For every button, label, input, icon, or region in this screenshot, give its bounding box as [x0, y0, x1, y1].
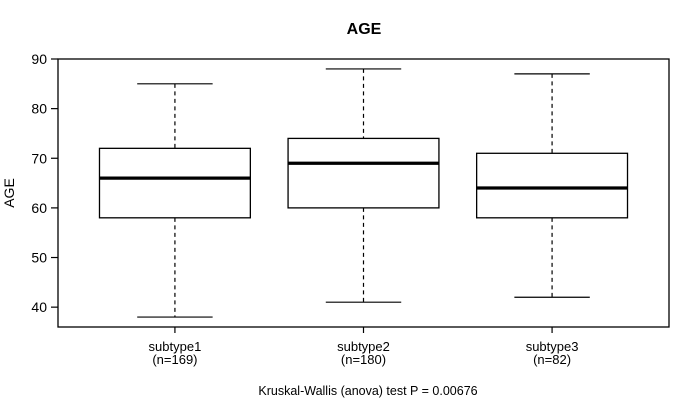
iqr-box: [287, 137, 440, 209]
chart-marks: 40 50 60 70 80 90 subtype1(n=169) subtype2(n=18…: [31, 51, 629, 367]
chart-title: AGE: [347, 21, 382, 38]
y-axis-tick-label: 90: [31, 51, 47, 67]
category-label: subtype1: [149, 339, 202, 354]
iqr-box: [98, 147, 252, 219]
category-sublabel: (n=180): [341, 352, 386, 367]
y-axis-tick-label: 50: [31, 250, 47, 266]
category-label: subtype2: [337, 339, 390, 354]
y-axis-tick-label: 80: [31, 101, 47, 117]
y-axis-tick-label: 70: [31, 150, 47, 166]
iqr-box: [475, 152, 629, 219]
category-label: subtype3: [526, 339, 579, 354]
y-axis-tick-label: 60: [31, 200, 47, 216]
y-axis-tick-label: 40: [31, 299, 47, 315]
category-sublabel: (n=169): [152, 352, 197, 367]
y-axis-title: AGE: [1, 178, 17, 208]
category-sublabel: (n=82): [533, 352, 571, 367]
caption-text: Kruskal-Wallis (anova) test P = 0.00676: [258, 384, 477, 398]
